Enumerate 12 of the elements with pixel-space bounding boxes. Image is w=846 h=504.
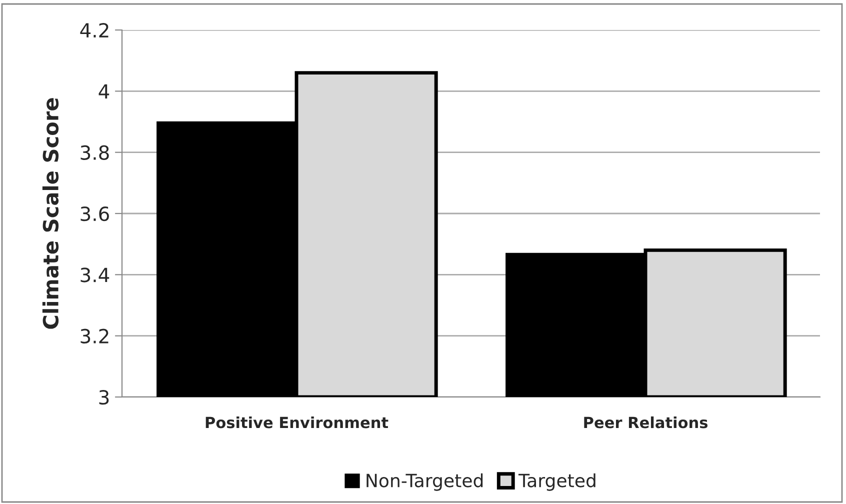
y-tick-label: 3.4 bbox=[80, 268, 110, 282]
y-tick-label: 4 bbox=[98, 84, 110, 99]
legend-label: Non-Targeted bbox=[366, 473, 483, 491]
y-tick-label: 4.2 bbox=[80, 22, 108, 38]
y-tick-label: 3 bbox=[99, 390, 109, 405]
y-axis-title: Climate Scale Score bbox=[42, 98, 59, 329]
legend-label: Targeted bbox=[518, 473, 596, 491]
y-tick-label: 3.8 bbox=[80, 145, 109, 160]
y-tick-label: 3.6 bbox=[80, 206, 109, 222]
x-tick-label: Positive Environment bbox=[206, 416, 388, 428]
y-tick-label: 3.2 bbox=[80, 328, 108, 344]
x-tick-label: Peer Relations bbox=[584, 416, 708, 428]
